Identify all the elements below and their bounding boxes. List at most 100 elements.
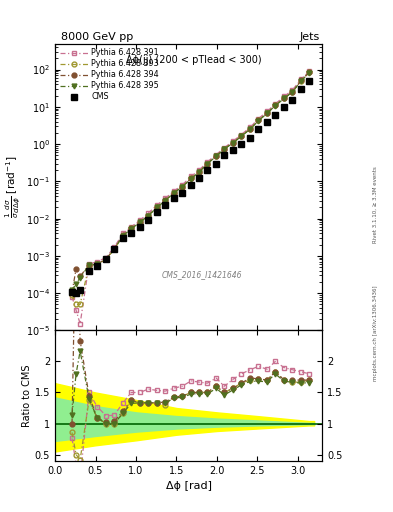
Pythia 6.428 391 — [138, 217, 142, 223]
Pythia 6.428 391 — [112, 244, 116, 250]
Pythia 6.428 393 — [104, 257, 108, 263]
Pythia 6.428 391 — [78, 321, 83, 327]
CMS — [256, 126, 261, 132]
Pythia 6.428 393 — [248, 126, 253, 132]
Pythia 6.428 394 — [74, 266, 79, 272]
Pythia 6.428 394 — [307, 69, 312, 75]
Pythia 6.428 394 — [129, 225, 134, 231]
CMS — [290, 97, 295, 103]
CMS — [180, 189, 185, 196]
CMS — [299, 86, 303, 92]
Pythia 6.428 391 — [70, 294, 74, 300]
Pythia 6.428 395 — [282, 95, 286, 101]
Pythia 6.428 391 — [248, 124, 253, 131]
Pythia 6.428 393 — [256, 117, 261, 123]
CMS — [155, 209, 160, 215]
Pythia 6.428 393 — [189, 175, 193, 181]
Pythia 6.428 391 — [104, 254, 108, 261]
Pythia 6.428 394 — [248, 125, 253, 132]
Pythia 6.428 393 — [112, 246, 116, 252]
Pythia 6.428 393 — [121, 232, 125, 239]
Pythia 6.428 391 — [129, 224, 134, 230]
Pythia 6.428 391 — [239, 132, 244, 138]
CMS — [239, 141, 244, 147]
Pythia 6.428 391 — [180, 182, 185, 188]
CMS — [87, 268, 92, 274]
Pythia 6.428 395 — [239, 133, 244, 139]
Pythia 6.428 394 — [239, 133, 244, 139]
Pythia 6.428 394 — [78, 273, 83, 280]
Pythia 6.428 395 — [163, 198, 167, 204]
Pythia 6.428 391 — [146, 210, 151, 216]
CMS — [172, 195, 176, 201]
Pythia 6.428 395 — [290, 89, 295, 95]
Pythia 6.428 394 — [222, 146, 227, 152]
CMS — [95, 263, 99, 269]
Pythia 6.428 395 — [197, 169, 202, 175]
Pythia 6.428 395 — [256, 118, 261, 124]
Pythia 6.428 391 — [163, 195, 167, 201]
Pythia 6.428 394 — [189, 175, 193, 181]
Text: Δϕ(jj) (200 < pTlead < 300): Δϕ(jj) (200 < pTlead < 300) — [126, 55, 262, 65]
Pythia 6.428 393 — [299, 78, 303, 84]
Pythia 6.428 395 — [205, 161, 209, 167]
Pythia 6.428 393 — [282, 95, 286, 101]
Pythia 6.428 395 — [189, 176, 193, 182]
Pythia 6.428 395 — [70, 287, 74, 293]
Pythia 6.428 393 — [180, 184, 185, 190]
Pythia 6.428 394 — [265, 110, 270, 116]
Pythia 6.428 395 — [307, 70, 312, 76]
Legend: Pythia 6.428 391, Pythia 6.428 393, Pythia 6.428 394, Pythia 6.428 395, CMS: Pythia 6.428 391, Pythia 6.428 393, Pyth… — [57, 46, 162, 104]
Pythia 6.428 395 — [265, 110, 270, 116]
Pythia 6.428 391 — [214, 152, 219, 158]
Pythia 6.428 395 — [299, 78, 303, 84]
Pythia 6.428 393 — [205, 160, 209, 166]
CMS — [231, 147, 235, 153]
Pythia 6.428 394 — [273, 102, 277, 109]
Y-axis label: Ratio to CMS: Ratio to CMS — [22, 365, 32, 427]
Pythia 6.428 393 — [87, 263, 92, 269]
Pythia 6.428 394 — [138, 219, 142, 225]
Pythia 6.428 393 — [290, 89, 295, 95]
CMS — [121, 235, 125, 241]
Pythia 6.428 394 — [205, 160, 209, 166]
CMS — [273, 112, 277, 118]
Pythia 6.428 391 — [95, 259, 99, 265]
Pythia 6.428 391 — [87, 261, 92, 267]
CMS — [74, 290, 79, 296]
Pythia 6.428 393 — [78, 301, 83, 307]
Pythia 6.428 395 — [273, 102, 277, 109]
Pythia 6.428 395 — [222, 146, 227, 152]
CMS — [265, 119, 270, 125]
Pythia 6.428 395 — [78, 274, 83, 281]
CMS — [146, 217, 151, 223]
CMS — [104, 257, 108, 263]
Pythia 6.428 394 — [146, 212, 151, 219]
Pythia 6.428 394 — [163, 197, 167, 203]
Pythia 6.428 391 — [299, 76, 303, 82]
Pythia 6.428 391 — [189, 174, 193, 180]
Y-axis label: $\frac{1}{\sigma}\frac{d\sigma}{d\Delta\phi}\ \mathrm{[rad^{-1}]}$: $\frac{1}{\sigma}\frac{d\sigma}{d\Delta\… — [4, 156, 23, 218]
Pythia 6.428 393 — [214, 153, 219, 159]
Pythia 6.428 395 — [87, 262, 92, 268]
Pythia 6.428 394 — [290, 89, 295, 95]
Pythia 6.428 391 — [222, 144, 227, 151]
Pythia 6.428 394 — [214, 153, 219, 159]
Pythia 6.428 394 — [231, 139, 235, 145]
CMS — [282, 104, 286, 110]
Pythia 6.428 393 — [197, 169, 202, 175]
Pythia 6.428 391 — [273, 101, 277, 107]
Pythia 6.428 395 — [146, 212, 151, 219]
Pythia 6.428 394 — [282, 95, 286, 101]
Pythia 6.428 393 — [222, 146, 227, 152]
Pythia 6.428 394 — [172, 189, 176, 196]
CMS — [205, 167, 209, 173]
CMS — [222, 152, 227, 158]
Pythia 6.428 395 — [121, 232, 125, 239]
Pythia 6.428 391 — [307, 68, 312, 74]
Pythia 6.428 395 — [104, 257, 108, 263]
Pythia 6.428 395 — [138, 219, 142, 225]
Pythia 6.428 395 — [180, 184, 185, 190]
X-axis label: Δϕ [rad]: Δϕ [rad] — [165, 481, 212, 491]
Pythia 6.428 394 — [197, 169, 202, 175]
